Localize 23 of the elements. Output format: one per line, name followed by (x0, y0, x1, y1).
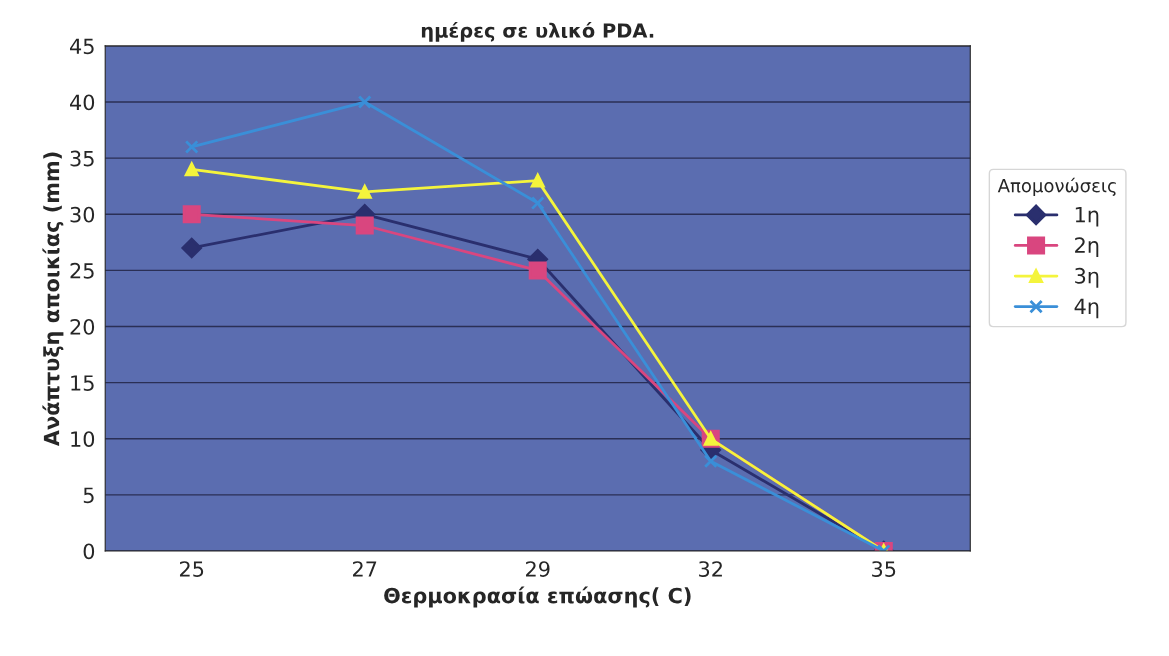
legend-label: 2η (1075, 237, 1099, 258)
y-tick-label: 30 (70, 206, 95, 223)
y-tick-label: 0 (83, 543, 95, 560)
x-tick-label: 29 (526, 561, 550, 577)
y-tick-label: 25 (70, 262, 94, 279)
x-axis-title: Θερμοκρασία επώασης( C) (384, 586, 691, 608)
y-tick-label: 10 (71, 431, 95, 447)
x-tick-label: 32 (699, 561, 722, 577)
legend-title: Απομονώσεις (997, 177, 1116, 196)
y-tick-label: 20 (70, 319, 95, 335)
x-tick-label: 35 (872, 561, 896, 577)
legend-label: 4η (1074, 298, 1099, 319)
legend-label: 1η (1075, 206, 1099, 227)
y-axis-title: Ανάπτυξη αποικίας (mm) (42, 152, 64, 447)
legend-label: 3η (1075, 267, 1099, 288)
chart-title: ημέρες σε υλικό PDA. (421, 22, 654, 42)
x-tick-label: 27 (353, 561, 377, 577)
x-tick-label: 25 (179, 561, 204, 577)
y-tick-label: 35 (70, 150, 94, 167)
y-tick-label: 40 (70, 94, 95, 111)
y-tick-label: 5 (83, 487, 94, 504)
y-tick-label: 15 (71, 375, 94, 391)
y-tick-label: 45 (70, 38, 94, 55)
